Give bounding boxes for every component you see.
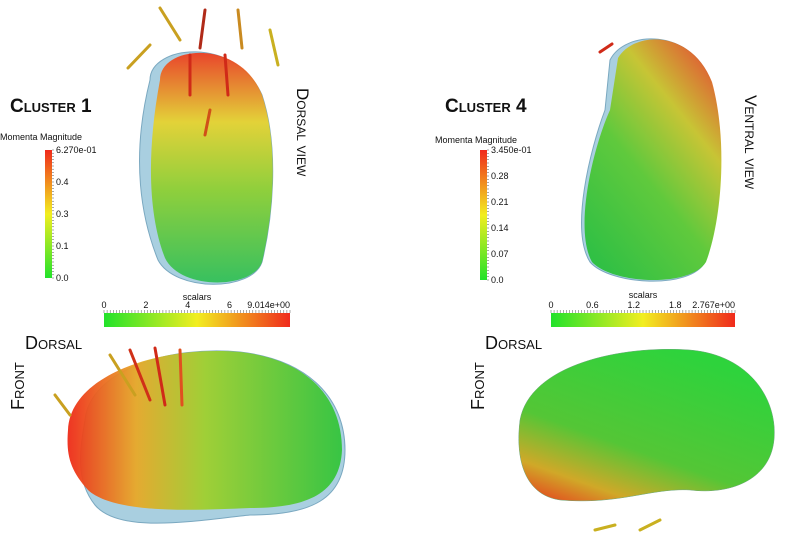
colorbar-tick-label: 2.767e+00: [692, 300, 735, 310]
colorbar-tick-label: 0.1: [56, 241, 69, 251]
colorbar-tick-label: 0.28: [491, 171, 509, 181]
bottom-side-label: Front: [468, 362, 488, 410]
colorbar-title: Momenta Magnitude: [435, 135, 517, 145]
shape-cluster4-front: [518, 349, 775, 502]
colorbar-tick-label: 0.21: [491, 197, 509, 207]
colorbar-tick-label: 9.014e+00: [247, 300, 290, 310]
colorbar-tick-label: 0.3: [56, 209, 69, 219]
view-label: Ventral view: [741, 95, 760, 190]
bottom-side-label: Front: [8, 362, 28, 410]
colorbar-tick-label: 0.0: [491, 275, 504, 285]
colorbar-tick-label: 2: [143, 300, 148, 310]
colorbar-tick-label: 0.0: [56, 273, 69, 283]
colorbar-title: scalars: [629, 290, 658, 300]
bottom-top-label: Dorsal: [25, 333, 82, 353]
colorbar-title: scalars: [183, 292, 212, 302]
panel-title: Cluster 4: [445, 96, 527, 117]
colorbar-tick-label: 1.8: [669, 300, 682, 310]
shape-cluster1-dorsal: [139, 51, 274, 285]
panel-title: Cluster 1: [10, 96, 92, 117]
horizontal-colorbar: [551, 313, 735, 327]
shape-cluster1-front: [67, 350, 346, 524]
bottom-top-label: Dorsal: [485, 333, 542, 353]
arrows: [53, 6, 662, 532]
vertical-colorbar: [45, 150, 52, 278]
vertical-colorbar: [480, 150, 487, 280]
colorbar-tick-label: 0.4: [56, 177, 69, 187]
colorbar-tick-label: 1.2: [628, 300, 641, 310]
view-label: Dorsal view: [293, 88, 312, 177]
horizontal-colorbar: [104, 313, 290, 327]
colorbar-tick-label: 4: [185, 300, 190, 310]
colorbar-tick-label: 0.07: [491, 249, 509, 259]
colorbar-tick-label: 6.270e-01: [56, 145, 97, 155]
colorbar-tick-label: 0.6: [586, 300, 599, 310]
shape-cluster4-ventral: [581, 38, 722, 282]
colorbar-tick-label: 0: [101, 300, 106, 310]
colorbar-tick-label: 0: [548, 300, 553, 310]
colorbar-tick-label: 0.14: [491, 223, 509, 233]
colorbar-tick-label: 6: [227, 300, 232, 310]
colorbar-title: Momenta Magnitude: [0, 132, 82, 142]
colorbar-tick-label: 3.450e-01: [491, 145, 532, 155]
